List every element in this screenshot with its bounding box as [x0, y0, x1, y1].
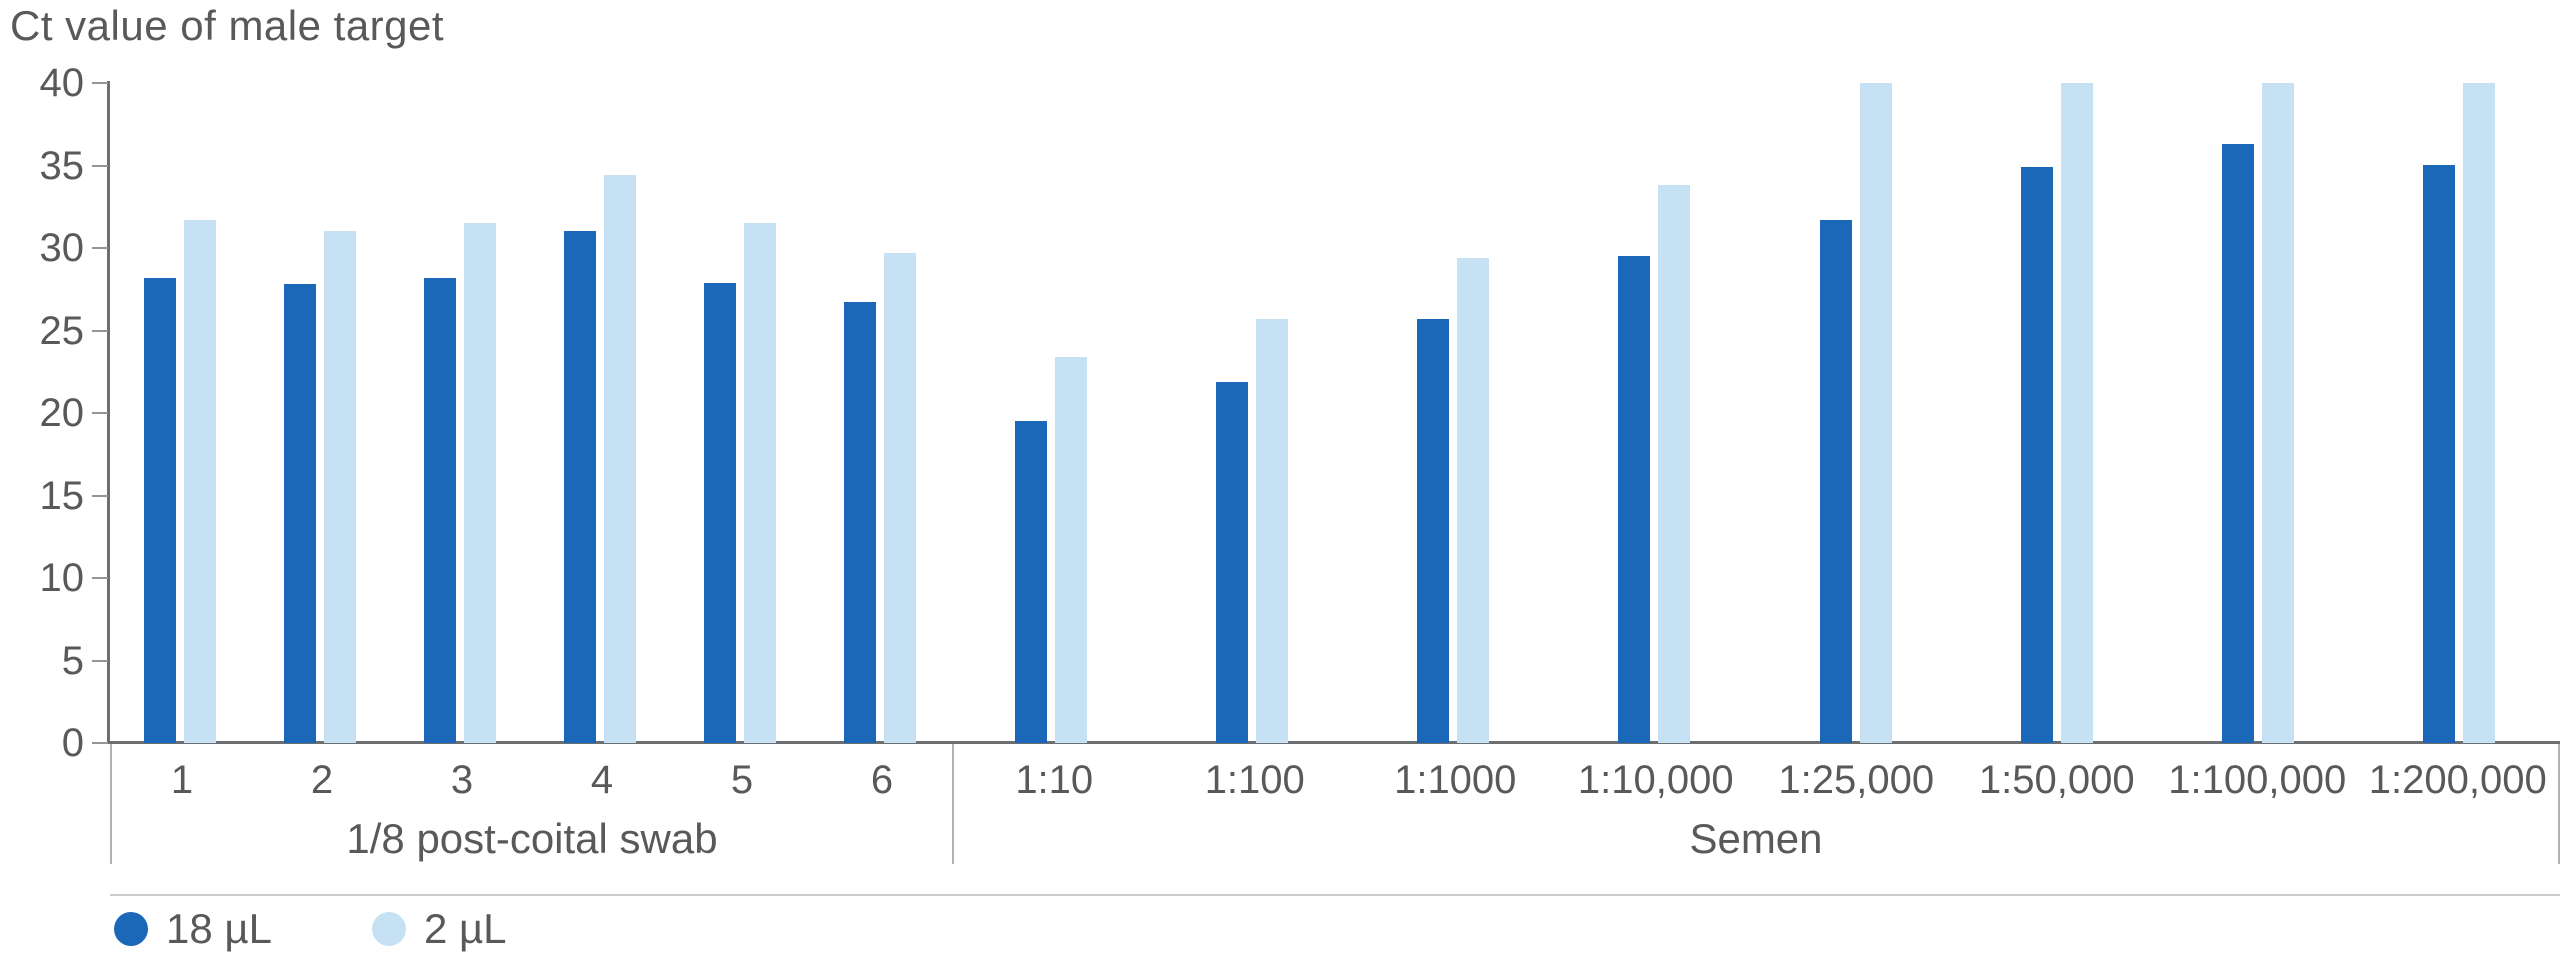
y-axis-tick-label: 15 — [39, 473, 85, 518]
bar-pair — [110, 83, 250, 743]
bar-2ul — [1658, 185, 1691, 743]
y-axis-tick-label: 25 — [39, 308, 85, 353]
plot-area — [110, 83, 2560, 743]
bar-pair — [390, 83, 530, 743]
bar-pair — [670, 83, 810, 743]
category-label-row: 1:10 1:100 1:1000 1:10,000 1:25,000 1:50,000 1… — [954, 744, 2558, 804]
bar-2ul — [2060, 83, 2093, 743]
y-axis-tick-label: 5 — [61, 638, 84, 683]
y-axis-line — [107, 81, 110, 744]
bar-18ul — [1618, 256, 1651, 743]
bar-2ul — [1255, 319, 1288, 743]
x-axis-labels-area: 1 2 3 4 5 6 1/8 post-coital swab 1:10 1:100 1:100… — [110, 744, 2560, 864]
bar-18ul — [1215, 382, 1248, 743]
category-label: 1:200,000 — [2368, 758, 2547, 802]
bar-18ul — [2020, 167, 2053, 743]
category-label: 6 — [870, 758, 894, 802]
bar-2ul — [2463, 83, 2496, 743]
y-axis-tick — [92, 494, 108, 497]
bar-18ul — [284, 284, 316, 743]
category-label: 2 — [310, 758, 334, 802]
y-axis-tick — [92, 82, 108, 84]
bar-2ul — [1859, 83, 1892, 743]
category-label: 4 — [590, 758, 614, 802]
y-axis-tick — [92, 659, 108, 662]
y-axis-tick — [92, 412, 108, 414]
bar-18ul — [704, 283, 736, 743]
y-axis-tick — [92, 247, 108, 249]
bar-18ul — [1819, 220, 1852, 743]
category-label: 1 — [170, 758, 194, 802]
group-label: 1/8 post-coital swab — [346, 815, 718, 862]
category-label: 1:1000 — [1394, 758, 1517, 802]
legend: 18 µL 2 µL — [114, 905, 507, 953]
bar-18ul — [1417, 319, 1450, 743]
bar-18ul — [844, 302, 876, 743]
bar-18ul — [564, 231, 596, 743]
y-axis-tick-label: 40 — [39, 61, 85, 105]
category-label: 1:50,000 — [1978, 758, 2135, 802]
group-bracket-1: 1:10 1:100 1:1000 1:10,000 1:25,000 1:50,000 1… — [952, 744, 2560, 864]
y-axis-tick-label: 20 — [39, 391, 85, 435]
y-axis-tick — [92, 329, 108, 332]
bar-18ul — [424, 278, 456, 743]
legend-dot-icon — [114, 912, 148, 946]
bar-18ul — [1014, 421, 1047, 743]
legend-item-18ul: 18 µL — [114, 905, 272, 953]
bar-2ul — [604, 175, 636, 743]
bar-2ul — [744, 223, 776, 743]
bar-pair — [530, 83, 670, 743]
y-axis-tick — [92, 577, 108, 579]
bar-2ul — [184, 220, 216, 743]
category-label-row: 1 2 3 4 5 6 — [112, 744, 952, 804]
legend-label: 2 µL — [423, 905, 507, 952]
category-label: 3 — [450, 758, 474, 802]
bar-pair — [1151, 83, 1352, 743]
bar-2ul — [324, 231, 356, 743]
bar-pair — [1755, 83, 1956, 743]
bar-2ul — [464, 223, 496, 743]
bar-pair — [1554, 83, 1755, 743]
category-label: 1:10 — [1015, 758, 1094, 802]
category-label: 1:100,000 — [2168, 758, 2347, 802]
y-axis-tick — [92, 164, 108, 167]
bar-pair — [2359, 83, 2560, 743]
bar-pair — [250, 83, 390, 743]
y-axis-tick-label: 0 — [61, 721, 84, 765]
bar-pair — [810, 83, 950, 743]
bar-pair — [2158, 83, 2359, 743]
bar-pair — [950, 83, 1151, 743]
bar-2ul — [1457, 258, 1490, 743]
chart-title: Ct value of male target — [10, 2, 445, 49]
bar-pair — [1353, 83, 1554, 743]
y-axis-tick-label: 10 — [39, 556, 85, 600]
bar-2ul — [1054, 357, 1087, 743]
group-bracket-0: 1 2 3 4 5 6 1/8 post-coital swab — [110, 744, 952, 864]
category-label: 1:100 — [1204, 758, 1305, 802]
y-axis-tick-label: 30 — [39, 226, 85, 270]
bar-2ul — [2262, 83, 2295, 743]
group-label: Semen — [1689, 815, 1823, 862]
legend-separator — [110, 894, 2560, 896]
bar-group-0 — [110, 83, 950, 743]
category-label: 1:10,000 — [1577, 758, 1734, 802]
category-label: 1:25,000 — [1778, 758, 1935, 802]
bar-2ul — [884, 253, 916, 743]
bar-18ul — [2423, 165, 2456, 743]
legend-item-2ul: 2 µL — [371, 905, 507, 953]
y-axis-tick-label: 35 — [39, 143, 85, 188]
category-label: 5 — [730, 758, 754, 802]
bar-18ul — [2222, 144, 2255, 743]
x-axis-line — [107, 741, 2560, 744]
y-axis-tick — [92, 742, 108, 744]
legend-dot-icon — [371, 912, 406, 946]
bar-pair — [1956, 83, 2157, 743]
bar-group-1 — [950, 83, 2560, 743]
legend-label: 18 µL — [166, 905, 272, 952]
bar-18ul — [144, 278, 176, 743]
